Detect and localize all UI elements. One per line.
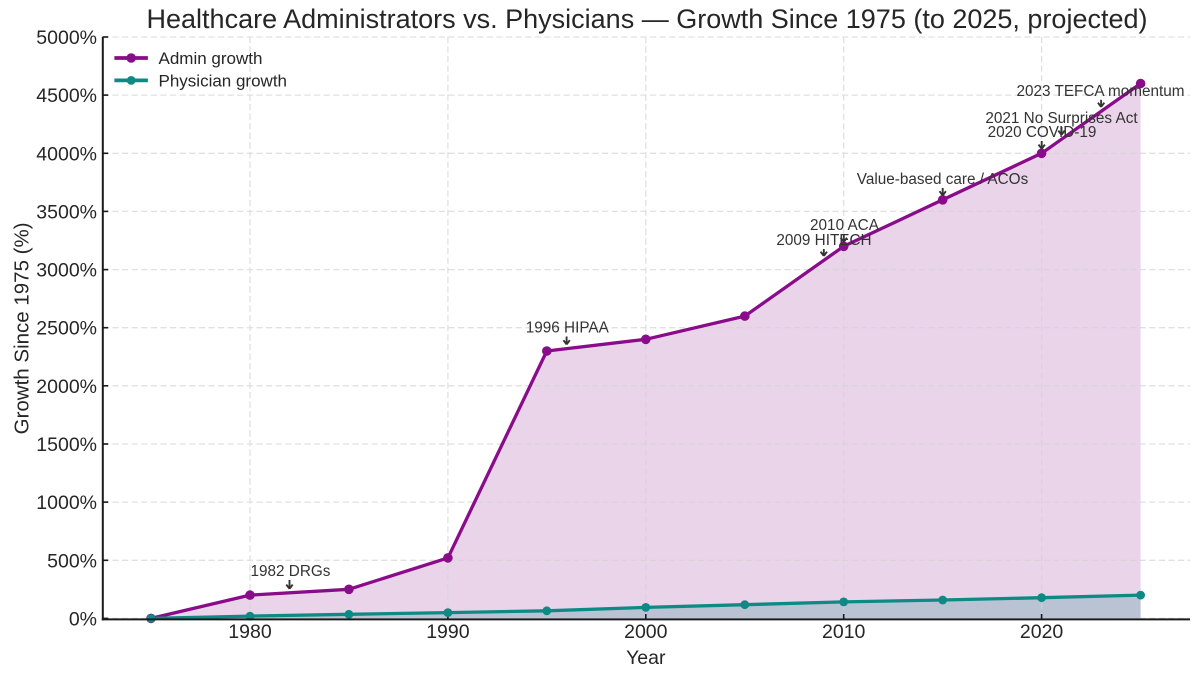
svg-text:2010 ACA: 2010 ACA bbox=[810, 217, 880, 234]
svg-text:4000%: 4000% bbox=[36, 143, 97, 165]
svg-text:1980: 1980 bbox=[228, 621, 272, 643]
svg-text:500%: 500% bbox=[47, 550, 97, 572]
svg-text:3500%: 3500% bbox=[36, 201, 97, 223]
svg-text:Admin growth: Admin growth bbox=[159, 49, 263, 68]
svg-text:2023 TEFCA momentum: 2023 TEFCA momentum bbox=[1016, 83, 1184, 100]
svg-text:2021 No Surprises Act: 2021 No Surprises Act bbox=[985, 110, 1138, 127]
svg-text:Year: Year bbox=[626, 647, 666, 669]
svg-text:2010: 2010 bbox=[822, 621, 866, 643]
svg-text:1996 HIPAA: 1996 HIPAA bbox=[526, 320, 610, 337]
svg-text:2500%: 2500% bbox=[36, 318, 97, 340]
svg-text:2020 COVID-19: 2020 COVID-19 bbox=[988, 124, 1097, 141]
svg-text:2009 HITECH: 2009 HITECH bbox=[776, 232, 871, 249]
svg-text:3000%: 3000% bbox=[36, 260, 97, 282]
svg-text:0%: 0% bbox=[69, 608, 97, 630]
svg-text:2000%: 2000% bbox=[36, 376, 97, 398]
svg-text:2020: 2020 bbox=[1020, 621, 1064, 643]
svg-text:4500%: 4500% bbox=[36, 85, 97, 107]
svg-text:5000%: 5000% bbox=[36, 27, 97, 49]
svg-text:Value-based care / ACOs: Value-based care / ACOs bbox=[857, 171, 1029, 188]
svg-text:Healthcare Administrators vs.: Healthcare Administrators vs. Physicians… bbox=[147, 4, 1148, 34]
svg-text:2000: 2000 bbox=[624, 621, 668, 643]
svg-text:1990: 1990 bbox=[426, 621, 470, 643]
svg-text:1500%: 1500% bbox=[36, 434, 97, 456]
svg-text:1000%: 1000% bbox=[36, 492, 97, 514]
svg-text:1982 DRGs: 1982 DRGs bbox=[251, 563, 331, 580]
svg-text:Physician growth: Physician growth bbox=[159, 71, 288, 90]
svg-text:Growth Since 1975 (%): Growth Since 1975 (%) bbox=[10, 222, 33, 434]
